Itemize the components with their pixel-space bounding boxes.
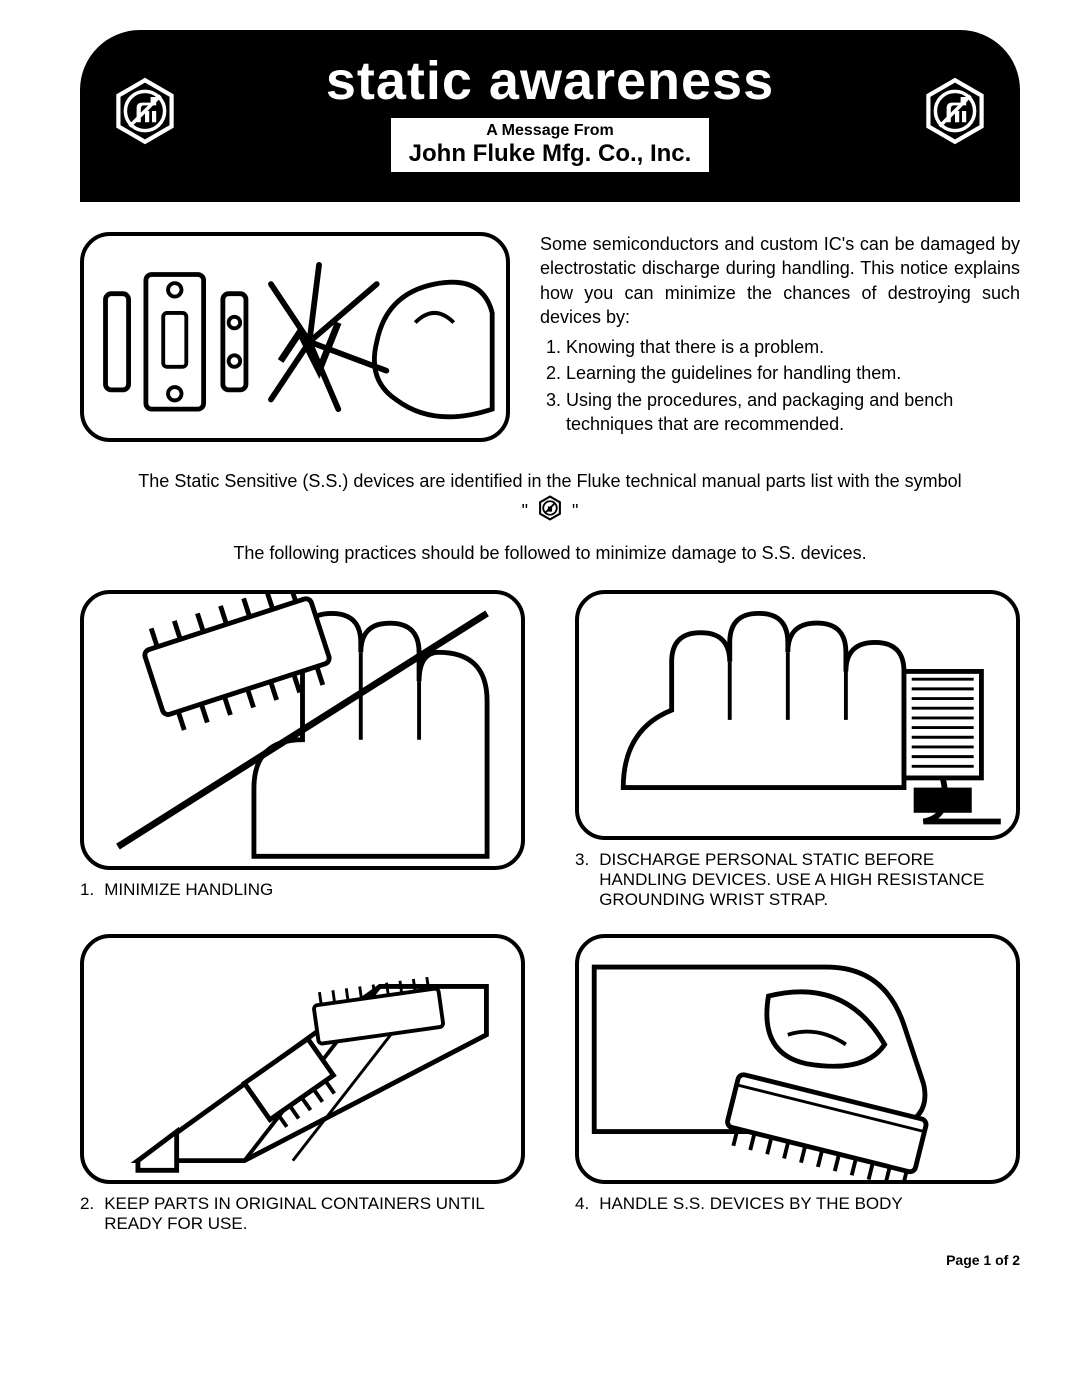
banner-title: static awareness bbox=[180, 50, 920, 112]
practice-illustration bbox=[575, 590, 1020, 840]
practice-illustration bbox=[80, 590, 525, 870]
intro-list-item: Learning the guidelines for handling the… bbox=[566, 361, 1020, 385]
practice-number: 3. bbox=[575, 850, 589, 910]
practice-illustration bbox=[80, 934, 525, 1184]
esd-icon bbox=[920, 76, 990, 146]
banner-subtitle-box: A Message From John Fluke Mfg. Co., Inc. bbox=[391, 118, 710, 172]
practices-grid: 1. MINIMIZE HANDLING bbox=[80, 590, 1020, 1234]
intro-illustration bbox=[80, 232, 510, 442]
middle-note: The Static Sensitive (S.S.) devices are … bbox=[80, 468, 1020, 529]
middle-note-text: The Static Sensitive (S.S.) devices are … bbox=[138, 471, 961, 491]
practice-cell: 2. KEEP PARTS IN ORIGINAL CONTAINERS UNT… bbox=[80, 934, 525, 1234]
practice-cell: 3. DISCHARGE PERSONAL STATIC BEFORE HAND… bbox=[575, 590, 1020, 910]
practice-number: 2. bbox=[80, 1194, 94, 1234]
banner-sub-line2: John Fluke Mfg. Co., Inc. bbox=[409, 140, 692, 168]
banner-sub-line1: A Message From bbox=[409, 122, 692, 140]
practice-text: HANDLE S.S. DEVICES BY THE BODY bbox=[599, 1194, 903, 1214]
practice-text: KEEP PARTS IN ORIGINAL CONTAINERS UNTIL … bbox=[104, 1194, 525, 1234]
esd-icon bbox=[537, 495, 563, 529]
practice-text: MINIMIZE HANDLING bbox=[104, 880, 273, 900]
banner: static awareness A Message From John Flu… bbox=[80, 30, 1020, 202]
practice-number: 1. bbox=[80, 880, 94, 900]
page-number: Page 1 of 2 bbox=[80, 1252, 1020, 1268]
banner-center: static awareness A Message From John Flu… bbox=[180, 50, 920, 172]
esd-icon bbox=[110, 76, 180, 146]
quote-mark: " bbox=[572, 501, 578, 521]
intro-text: Some semiconductors and custom IC's can … bbox=[540, 232, 1020, 438]
intro-row: Some semiconductors and custom IC's can … bbox=[80, 232, 1020, 442]
practices-note: The following practices should be follow… bbox=[80, 543, 1020, 564]
intro-list-item: Using the procedures, and packaging and … bbox=[566, 388, 1020, 437]
intro-paragraph: Some semiconductors and custom IC's can … bbox=[540, 234, 1020, 327]
practice-caption: 4. HANDLE S.S. DEVICES BY THE BODY bbox=[575, 1194, 1020, 1214]
practice-cell: 1. MINIMIZE HANDLING bbox=[80, 590, 525, 910]
quote-mark: " bbox=[522, 501, 528, 521]
practice-caption: 3. DISCHARGE PERSONAL STATIC BEFORE HAND… bbox=[575, 850, 1020, 910]
practice-caption: 2. KEEP PARTS IN ORIGINAL CONTAINERS UNT… bbox=[80, 1194, 525, 1234]
practice-number: 4. bbox=[575, 1194, 589, 1214]
practice-cell: 4. HANDLE S.S. DEVICES BY THE BODY bbox=[575, 934, 1020, 1234]
practice-text: DISCHARGE PERSONAL STATIC BEFORE HANDLIN… bbox=[599, 850, 1020, 910]
practice-caption: 1. MINIMIZE HANDLING bbox=[80, 880, 525, 900]
practice-illustration bbox=[575, 934, 1020, 1184]
intro-list: Knowing that there is a problem. Learnin… bbox=[540, 335, 1020, 436]
intro-list-item: Knowing that there is a problem. bbox=[566, 335, 1020, 359]
